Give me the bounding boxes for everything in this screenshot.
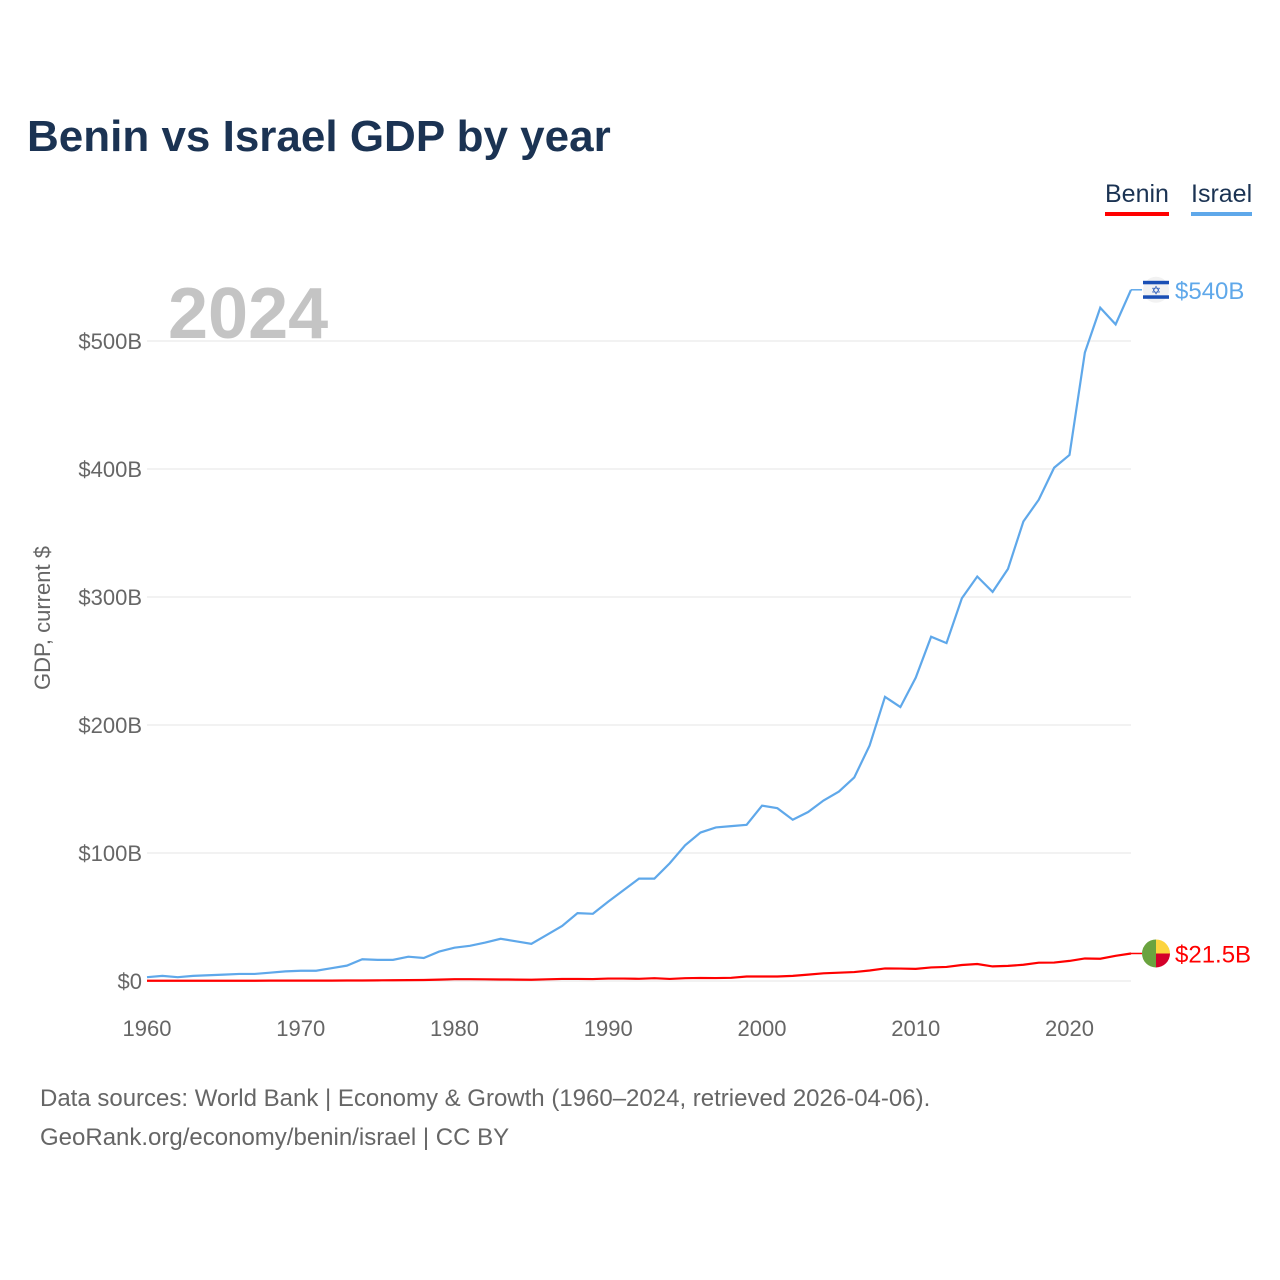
x-tick-label: 1970 [276, 1016, 325, 1041]
x-tick-label: 1960 [123, 1016, 172, 1041]
footer-link[interactable]: GeoRank.org/economy/benin/israel | CC BY [40, 1124, 510, 1151]
x-tick-label: 2010 [891, 1016, 940, 1041]
y-axis-label: GDP, current $ [30, 546, 55, 690]
x-tick-label: 1990 [584, 1016, 633, 1041]
y-tick-label: $100B [78, 841, 142, 866]
legend-item-benin[interactable]: Benin [1105, 180, 1169, 216]
benin-flag-icon [1142, 939, 1170, 968]
y-tick-label: $300B [78, 585, 142, 610]
israel-flag-icon: ✡ [1143, 276, 1169, 303]
end-value-label-israel: $540B [1175, 278, 1244, 305]
y-tick-label: $500B [78, 329, 142, 354]
end-value-label-benin: $21.5B [1175, 941, 1251, 968]
y-tick-label: $400B [78, 457, 142, 482]
chart-title: Benin vs Israel GDP by year [27, 112, 611, 161]
series-line-benin [147, 952, 1132, 982]
legend-item-israel[interactable]: Israel [1191, 180, 1253, 216]
year-watermark: 2024 [168, 274, 328, 354]
footer-sources: Data sources: World Bank | Economy & Gro… [40, 1085, 931, 1112]
y-tick-label: $200B [78, 713, 142, 738]
x-tick-label: 2020 [1045, 1016, 1094, 1041]
series-line-israel [146, 289, 1133, 979]
x-tick-label: 1980 [430, 1016, 479, 1041]
x-tick-label: 2000 [738, 1016, 787, 1041]
svg-text:✡: ✡ [1151, 283, 1161, 297]
y-tick-label: $0 [118, 969, 142, 994]
